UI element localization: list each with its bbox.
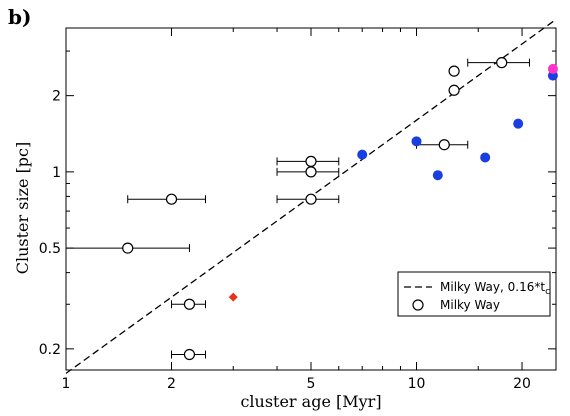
data-point-filled-circle (411, 136, 422, 147)
x-tick-label: 1 (62, 376, 71, 392)
x-axis-title: cluster age [Myr] (240, 392, 381, 411)
data-point-diamond (228, 292, 238, 302)
data-point-open-circle (496, 57, 508, 69)
data-point-open-circle (122, 242, 134, 254)
y-axis-title: Cluster size [pc] (13, 142, 32, 275)
data-point-open-circle (305, 155, 317, 167)
legend-label-subscript: c (545, 287, 550, 297)
data-point-filled-circle (513, 118, 524, 129)
legend-open-circle-swatch (412, 299, 424, 311)
data-point-open-circle (448, 65, 460, 77)
data-point-filled-circle (432, 170, 443, 181)
data-point-open-circle (183, 298, 196, 310)
axis-ticks: 1 2 5 10 20 0.2 0.5 1 2 (39, 28, 556, 392)
legend-label: Milky Way (440, 298, 500, 312)
legend-label: Milky Way, 0.16*tc (440, 280, 550, 297)
data-point-filled-circle (357, 149, 368, 160)
y-tick-label: 2 (52, 89, 61, 105)
legend-box (397, 271, 551, 317)
data-point-open-circle (438, 139, 450, 151)
panel-label: b) (8, 5, 31, 29)
x-tick-label: 5 (307, 376, 316, 392)
x-tick-label: 20 (513, 376, 531, 392)
data-point-open-circle (448, 84, 460, 96)
data-layer (65, 18, 558, 374)
x-tick-label: 10 (408, 376, 426, 392)
data-point-filled-circle (480, 152, 491, 163)
data-point-open-circle (305, 166, 317, 178)
x-tick-label: 2 (167, 376, 176, 392)
y-tick-label: 0.2 (39, 342, 61, 358)
data-point-open-circle (305, 193, 317, 205)
data-point-filled-circle (547, 63, 558, 74)
y-tick-label: 1 (52, 165, 61, 181)
data-point-open-circle (165, 193, 178, 205)
y-tick-label: 0.5 (39, 241, 61, 257)
data-point-open-circle (183, 348, 196, 361)
